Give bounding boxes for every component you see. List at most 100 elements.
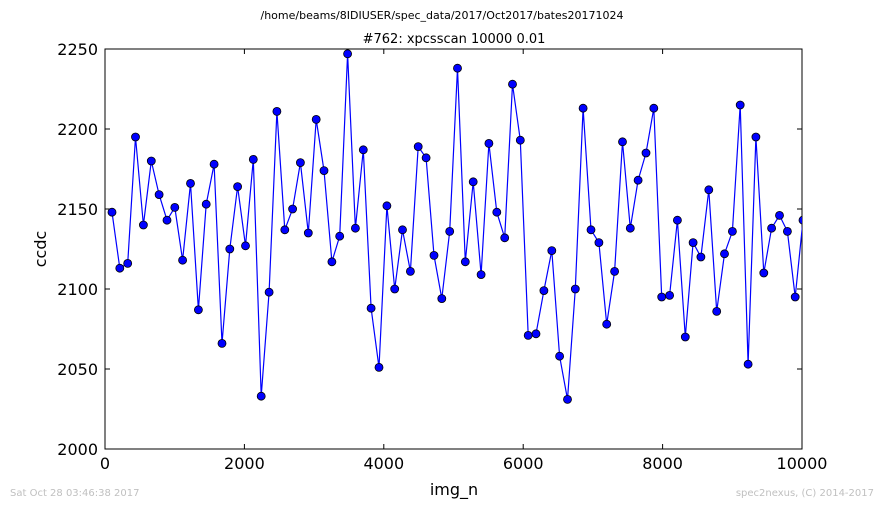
data-point bbox=[539, 286, 549, 296]
data-point bbox=[421, 153, 431, 163]
data-point bbox=[578, 103, 588, 113]
data-point bbox=[531, 329, 541, 339]
data-point bbox=[107, 207, 117, 217]
data-point bbox=[319, 166, 329, 176]
data-point bbox=[783, 226, 792, 236]
data-point bbox=[170, 202, 180, 212]
data-point bbox=[688, 238, 698, 248]
data-point bbox=[500, 233, 510, 243]
data-point bbox=[743, 359, 753, 369]
data-point bbox=[633, 175, 643, 185]
data-point bbox=[350, 223, 360, 233]
data-point bbox=[728, 226, 737, 236]
data-point bbox=[343, 49, 353, 59]
data-point bbox=[586, 225, 596, 235]
figure-suptitle: /home/beams/8IDIUSER/spec_data/2017/Oct2… bbox=[260, 9, 624, 22]
data-point bbox=[131, 132, 140, 142]
x-tick-label: 6000 bbox=[503, 454, 544, 473]
x-tick-label: 2000 bbox=[224, 454, 265, 473]
data-point bbox=[445, 226, 455, 236]
x-tick-label: 0 bbox=[100, 454, 110, 473]
data-point bbox=[508, 79, 517, 89]
data-point bbox=[492, 207, 502, 217]
data-point bbox=[696, 252, 706, 262]
chart-title: #762: xpcsscan 10000 0.01 bbox=[363, 32, 546, 47]
data-point bbox=[233, 182, 243, 192]
y-axis-label: ccdc bbox=[31, 231, 50, 268]
data-point bbox=[680, 332, 690, 342]
data-point bbox=[460, 257, 470, 267]
data-point bbox=[390, 284, 400, 294]
data-point bbox=[649, 103, 659, 113]
data-point bbox=[602, 319, 612, 329]
data-point bbox=[241, 241, 250, 251]
data-point bbox=[217, 338, 227, 348]
data-point bbox=[453, 63, 462, 73]
data-point bbox=[138, 220, 148, 230]
y-tick-label: 2100 bbox=[57, 280, 98, 299]
data-point bbox=[303, 228, 313, 238]
data-point bbox=[618, 137, 627, 147]
data-point bbox=[256, 391, 266, 401]
data-point bbox=[398, 225, 407, 235]
data-point bbox=[335, 231, 345, 241]
data-point bbox=[201, 199, 211, 209]
y-tick-label: 2050 bbox=[57, 360, 98, 379]
data-point bbox=[209, 159, 219, 169]
data-point bbox=[790, 292, 800, 302]
data-point bbox=[154, 190, 164, 200]
footer-credit: spec2nexus, (C) 2014-2017 bbox=[735, 488, 874, 499]
data-point bbox=[225, 244, 235, 254]
data-point bbox=[523, 330, 533, 340]
data-point bbox=[735, 100, 745, 110]
y-tick-label: 2150 bbox=[57, 200, 98, 219]
data-point bbox=[751, 132, 761, 142]
data-point bbox=[476, 270, 486, 280]
plot-area bbox=[104, 48, 803, 450]
data-point bbox=[759, 268, 769, 278]
data-point bbox=[468, 177, 478, 187]
footer-timestamp: Sat Oct 28 03:46:38 2017 bbox=[10, 488, 140, 499]
data-point bbox=[413, 142, 423, 152]
data-point bbox=[178, 255, 188, 265]
data-point bbox=[248, 154, 258, 164]
axis-ticks: 0 2000 4000 6000 8000 10000200020502100215022… bbox=[57, 40, 827, 473]
data-point bbox=[720, 249, 729, 259]
data-point bbox=[484, 138, 494, 148]
data-point bbox=[610, 266, 619, 276]
x-tick-label: 8000 bbox=[642, 454, 683, 473]
data-point bbox=[798, 215, 802, 225]
data-point bbox=[641, 148, 651, 158]
data-point bbox=[272, 107, 282, 116]
data-point bbox=[547, 246, 557, 256]
data-point bbox=[311, 115, 321, 124]
data-point bbox=[193, 305, 203, 315]
data-point bbox=[712, 306, 722, 316]
data-point bbox=[115, 263, 125, 273]
data-point bbox=[767, 223, 776, 233]
data-point bbox=[429, 250, 439, 260]
data-point bbox=[673, 215, 682, 225]
data-point bbox=[625, 223, 635, 233]
series-ccdc bbox=[107, 49, 802, 404]
data-point bbox=[366, 303, 376, 313]
data-point bbox=[358, 145, 368, 155]
data-point bbox=[374, 362, 384, 372]
data-point bbox=[264, 287, 274, 297]
data-point bbox=[295, 158, 305, 168]
data-point bbox=[437, 294, 447, 304]
data-point bbox=[594, 238, 604, 248]
data-point bbox=[515, 135, 525, 145]
data-point bbox=[563, 394, 572, 404]
data-point bbox=[186, 178, 195, 188]
data-point bbox=[280, 225, 290, 235]
data-point bbox=[704, 185, 714, 195]
plot-frame bbox=[104, 48, 803, 450]
data-point bbox=[405, 266, 415, 276]
data-point bbox=[555, 351, 564, 361]
data-point bbox=[327, 257, 337, 267]
data-point bbox=[123, 258, 133, 268]
data-point bbox=[657, 292, 667, 302]
data-point bbox=[570, 284, 580, 294]
